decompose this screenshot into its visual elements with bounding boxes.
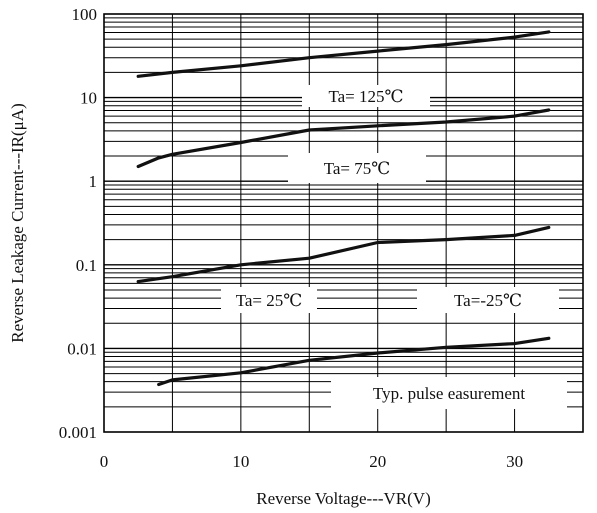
y-tick-label: 100 [72,5,98,24]
y-tick-label: 10 [80,89,97,108]
series-line [157,336,551,387]
series-lines [136,30,551,387]
series-line [136,108,551,169]
x-axis-title: Reverse Voltage---VR(V) [256,489,431,508]
plot-frame [103,13,584,433]
annotation-background [417,287,559,313]
annotation-background [221,287,317,313]
annotation-pulse-measurement: Typ. pulse easurement [373,384,526,403]
y-axis-title: Reverse Leakage Current---IR(μA) [8,103,27,342]
annotation-ta-125: Ta= 125℃ [328,87,403,106]
tick-labels: 0 10 20 30 0.001 0.01 0.1 1 10 100 [59,5,523,471]
y-tick-label: 0.01 [67,339,97,358]
x-tick-label: 10 [232,452,249,471]
y-tick-label: 0.1 [76,256,97,275]
annotation-background [302,85,430,107]
x-tick-label: 20 [369,452,386,471]
series-line [136,225,551,284]
annotation-ta-minus-25: Ta=-25℃ [454,291,522,310]
annotation-ta-25: Ta= 25℃ [236,291,303,310]
annotation-backgrounds [221,85,567,409]
series-line [136,30,551,78]
grid [104,14,583,432]
annotation-background [331,377,567,409]
y-tick-label: 1 [89,172,98,191]
x-tick-label: 30 [506,452,523,471]
y-tick-label: 0.001 [59,423,97,442]
annotation-background [288,153,426,183]
annotation-ta-75: Ta= 75℃ [324,159,391,178]
x-tick-label: 0 [100,452,109,471]
